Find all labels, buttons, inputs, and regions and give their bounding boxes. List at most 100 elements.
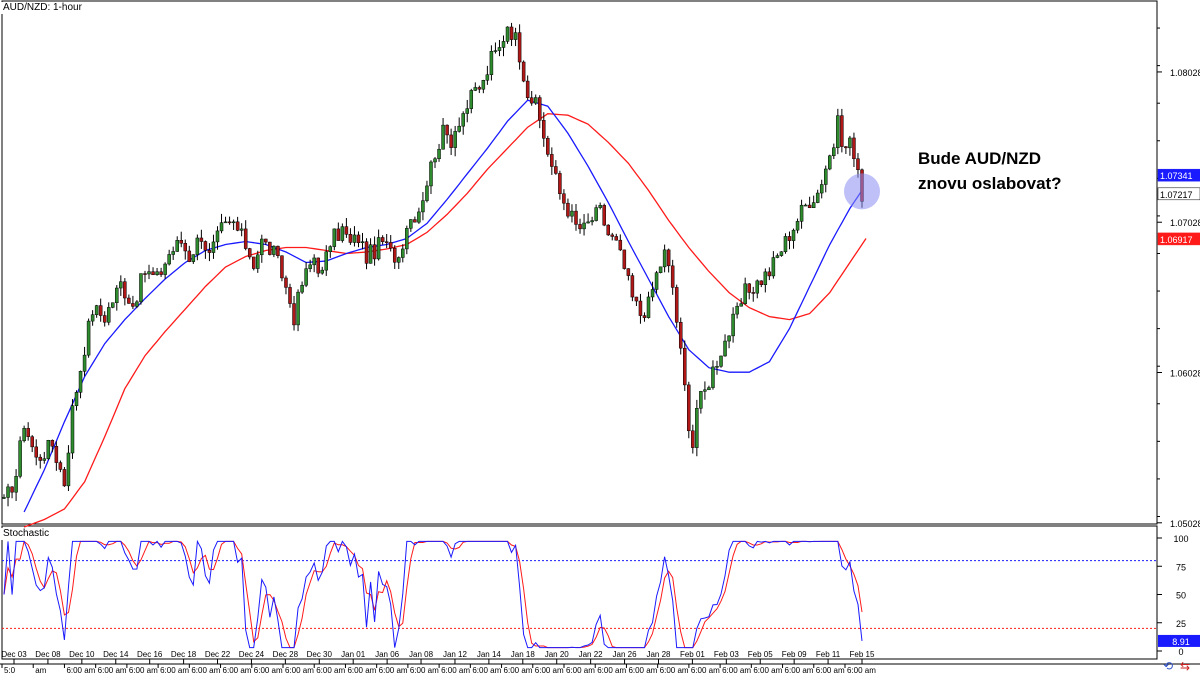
candle-body xyxy=(614,236,619,241)
candle-body xyxy=(26,428,30,437)
candle-body xyxy=(642,315,647,318)
candle-body xyxy=(537,97,542,121)
candle-body xyxy=(54,445,59,463)
date-label: Jan 14 xyxy=(477,650,502,659)
candle-body xyxy=(815,192,820,203)
candle-body xyxy=(312,257,316,266)
candle-body xyxy=(602,205,606,226)
time-label: am xyxy=(35,666,46,675)
candle-body xyxy=(171,251,175,255)
candle-body xyxy=(372,244,377,260)
time-label: 6:00 am xyxy=(504,666,533,675)
stoch-tick-label: 75 xyxy=(1176,562,1186,572)
stoch-current-badge xyxy=(1158,634,1200,647)
date-label: Feb 09 xyxy=(782,650,807,659)
candle-body xyxy=(787,236,792,241)
candle-body xyxy=(533,97,538,104)
time-label: 6:00 am xyxy=(816,666,845,675)
candle-body xyxy=(203,241,208,251)
time-label: 6:00 am xyxy=(285,666,314,675)
candle-body xyxy=(437,148,441,159)
candle-body xyxy=(397,257,401,263)
candle-body xyxy=(127,297,131,304)
price-badge-label: 1.06917 xyxy=(1160,235,1193,245)
slow-moving-average xyxy=(23,113,867,528)
date-label: Dec 22 xyxy=(205,650,231,659)
candle-body xyxy=(268,241,272,255)
candle-body xyxy=(578,224,582,230)
candle-body xyxy=(485,74,490,81)
candle-body xyxy=(308,264,312,269)
candle-body xyxy=(388,242,393,249)
candle-body xyxy=(284,277,288,288)
candle-body xyxy=(247,248,252,258)
stoch-tick-label: 100 xyxy=(1173,534,1188,544)
candle-body xyxy=(401,248,405,258)
candle-body xyxy=(380,237,385,242)
time-label: 6:00 am xyxy=(410,666,439,675)
date-label: Dec 16 xyxy=(137,650,163,659)
candle-body xyxy=(46,439,51,459)
date-label: Feb 05 xyxy=(748,650,773,659)
candle-body xyxy=(832,147,836,157)
candle-body xyxy=(542,120,546,139)
candle-body xyxy=(155,271,159,276)
candle-body xyxy=(264,238,268,243)
candle-body xyxy=(852,137,856,159)
date-label: Jan 26 xyxy=(613,650,638,659)
candle-body xyxy=(34,446,38,458)
candle-body xyxy=(348,234,353,243)
candle-body xyxy=(292,303,296,326)
candle-body xyxy=(658,266,663,273)
candle-body xyxy=(727,335,731,342)
candle-body xyxy=(239,228,244,231)
date-label: Dec 24 xyxy=(239,650,265,659)
candle-body xyxy=(231,221,236,224)
candle-body xyxy=(550,154,554,167)
candle-body xyxy=(666,249,671,267)
date-label: Jan 12 xyxy=(443,650,468,659)
candle-body xyxy=(719,355,723,367)
candle-body xyxy=(735,305,739,315)
time-label: 6:00 am xyxy=(129,666,158,675)
candle-body xyxy=(662,249,667,268)
fast-moving-average xyxy=(23,99,863,513)
candle-body xyxy=(828,155,832,170)
date-label: Dec 30 xyxy=(307,650,333,659)
candle-body xyxy=(791,229,796,241)
candle-body xyxy=(598,205,602,208)
candle-body xyxy=(848,137,852,149)
stoch-current-label: 8.91 xyxy=(1172,637,1190,647)
sync-icon[interactable]: ⟲ xyxy=(1163,659,1174,673)
candle-body xyxy=(376,237,381,260)
price-badge-label: 1.07217 xyxy=(1160,190,1193,200)
candle-body xyxy=(622,249,627,269)
date-label: Dec 18 xyxy=(171,650,197,659)
candle-body xyxy=(844,146,848,149)
candle-body xyxy=(610,234,615,237)
candle-body xyxy=(477,87,482,90)
candle-body xyxy=(795,221,800,231)
price-tick-label: 1.07028 xyxy=(1170,218,1200,228)
candle-body xyxy=(42,458,47,461)
price-badge xyxy=(1157,187,1200,201)
candle-body xyxy=(413,219,417,223)
candle-body xyxy=(840,115,844,147)
time-label: 6:00 am xyxy=(691,666,720,675)
time-label: 6:00 am xyxy=(785,666,814,675)
candle-body xyxy=(517,32,522,63)
candle-body xyxy=(807,204,812,209)
candle-body xyxy=(98,305,103,316)
candle-body xyxy=(546,138,550,155)
candle-body xyxy=(368,244,373,264)
date-label: Feb 03 xyxy=(714,650,739,659)
candle-body xyxy=(147,271,151,275)
time-label: 6:00 am xyxy=(441,666,470,675)
candle-body xyxy=(159,271,163,275)
double-arrow-icon[interactable]: ⇆ xyxy=(1180,659,1191,673)
candle-body xyxy=(260,238,264,256)
candle-body xyxy=(441,124,445,150)
time-label: 6:00 am xyxy=(379,666,408,675)
candle-body xyxy=(139,273,143,303)
